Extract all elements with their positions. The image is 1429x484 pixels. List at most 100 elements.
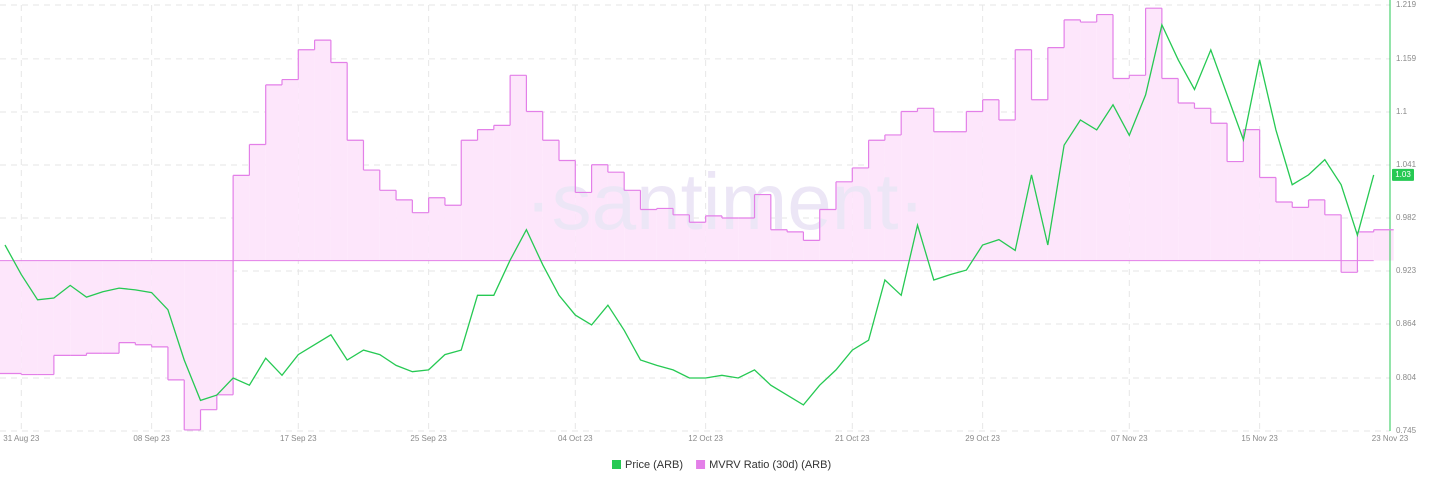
watermark: ·santiment· <box>525 157 925 246</box>
mvrv-fill <box>966 111 983 261</box>
x-tick-label: 12 Oct 23 <box>688 434 723 443</box>
y-tick-label: 1.1 <box>1396 107 1408 116</box>
legend-swatch[interactable] <box>612 460 621 469</box>
background-layer <box>0 4 1394 432</box>
y-tick-label: 0.923 <box>1396 266 1417 275</box>
x-tick-label: 17 Sep 23 <box>280 434 317 443</box>
y-tick-label: 1.159 <box>1396 54 1417 63</box>
mvrv-fill <box>542 140 559 261</box>
mvrv-fill <box>412 212 429 261</box>
mvrv-fill <box>1080 22 1097 261</box>
legend-swatch[interactable] <box>696 460 706 469</box>
mvrv-fill <box>102 260 120 354</box>
mvrv-fill <box>249 144 266 261</box>
mvrv-fill <box>216 260 234 395</box>
mvrv-fill <box>0 260 22 374</box>
mvrv-fill <box>754 194 771 261</box>
mvrv-fill <box>379 190 397 261</box>
mvrv-fill <box>477 129 494 261</box>
mvrv-fill <box>1047 47 1065 261</box>
mvrv-fill <box>998 120 1016 261</box>
mvrv-fill <box>1324 214 1342 261</box>
mvrv-fill <box>1227 161 1244 261</box>
mvrv-fill <box>933 131 951 261</box>
mvrv-fill <box>689 222 706 261</box>
mvrv-fill <box>1113 78 1130 261</box>
mvrv-fill <box>135 260 152 345</box>
mvrv-fill <box>1129 75 1146 261</box>
mvrv-fill <box>1292 207 1309 261</box>
mvrv-fill <box>1178 102 1195 261</box>
mvrv-fill <box>444 205 462 261</box>
mvrv-fill <box>787 231 804 261</box>
mvrv-fill <box>119 260 136 343</box>
mvrv-fill <box>607 172 625 261</box>
mvrv-fill <box>705 215 722 261</box>
mvrv-fill <box>640 209 657 261</box>
mvrv-fill <box>917 108 934 261</box>
mvrv-fill <box>673 214 690 261</box>
mvrv-fill <box>868 140 885 261</box>
mvrv-fill <box>1064 19 1081 261</box>
mvrv-fill <box>37 260 54 375</box>
y-tick-label: 0.982 <box>1396 213 1417 222</box>
mvrv-fill <box>526 111 543 261</box>
mvrv-fill <box>884 134 902 261</box>
mvrv-fill <box>770 229 788 261</box>
x-tick-label: 04 Oct 23 <box>558 434 593 443</box>
y-tick-label: 1.041 <box>1396 160 1417 169</box>
y-tick-label: 1.219 <box>1396 0 1417 9</box>
mvrv-fill <box>575 192 592 261</box>
mvrv-fill <box>510 75 527 261</box>
mvrv-fill <box>363 170 380 261</box>
mvrv-fill <box>396 199 413 261</box>
mvrv-fill <box>1161 78 1179 261</box>
mvrv-fill <box>70 260 87 356</box>
mvrv-fill <box>1341 260 1358 273</box>
mvrv-fill <box>559 160 576 261</box>
mvrv-fill <box>493 125 511 261</box>
mvrv-fill <box>461 140 478 261</box>
mvrv-fill <box>282 79 299 261</box>
mvrv-fill <box>1145 8 1162 261</box>
mvrv-fill <box>852 167 869 261</box>
x-tick-label: 29 Oct 23 <box>965 434 1000 443</box>
x-tick-label: 15 Nov 23 <box>1241 434 1278 443</box>
mvrv-fill <box>86 260 103 354</box>
mvrv-fill <box>1259 177 1276 261</box>
y-tick-label: 0.864 <box>1396 319 1417 328</box>
x-tick-label: 08 Sep 23 <box>133 434 170 443</box>
mvrv-fill <box>803 240 820 261</box>
mvrv-fill <box>901 111 918 261</box>
mvrv-fill <box>200 260 217 410</box>
mvrv-fill <box>184 260 201 430</box>
mvrv-fill <box>53 260 71 356</box>
mvrv-fill <box>167 260 185 380</box>
mvrv-fill <box>1275 202 1293 261</box>
x-tick-label: 31 Aug 23 <box>3 434 40 443</box>
mvrv-fill <box>982 99 999 261</box>
mvrv-fill <box>1194 108 1211 261</box>
mvrv-fill <box>1096 14 1113 261</box>
mvrv-fill <box>1031 99 1048 261</box>
x-tick-label: 25 Sep 23 <box>410 434 447 443</box>
y-tick-label: 0.804 <box>1396 373 1417 382</box>
x-tick-label: 21 Oct 23 <box>835 434 870 443</box>
mvrv-fill <box>347 140 364 261</box>
last-value-label: 1.03 <box>1395 170 1411 179</box>
mvrv-fill <box>656 208 674 261</box>
mvrv-fill <box>819 209 836 261</box>
mvrv-fill <box>1015 49 1032 261</box>
x-tick-label: 23 Nov 23 <box>1372 434 1409 443</box>
mvrv-fill <box>1308 199 1325 261</box>
price-line <box>4 22 1375 406</box>
mvrv-fill <box>1210 123 1228 261</box>
mvrv-fill <box>1373 229 1394 261</box>
mvrv-fill <box>1243 129 1260 261</box>
mvrv-fill <box>21 260 38 375</box>
last-value-badge <box>1392 168 1414 181</box>
mvrv-fill <box>836 181 853 261</box>
mvrv-fill <box>330 62 348 261</box>
